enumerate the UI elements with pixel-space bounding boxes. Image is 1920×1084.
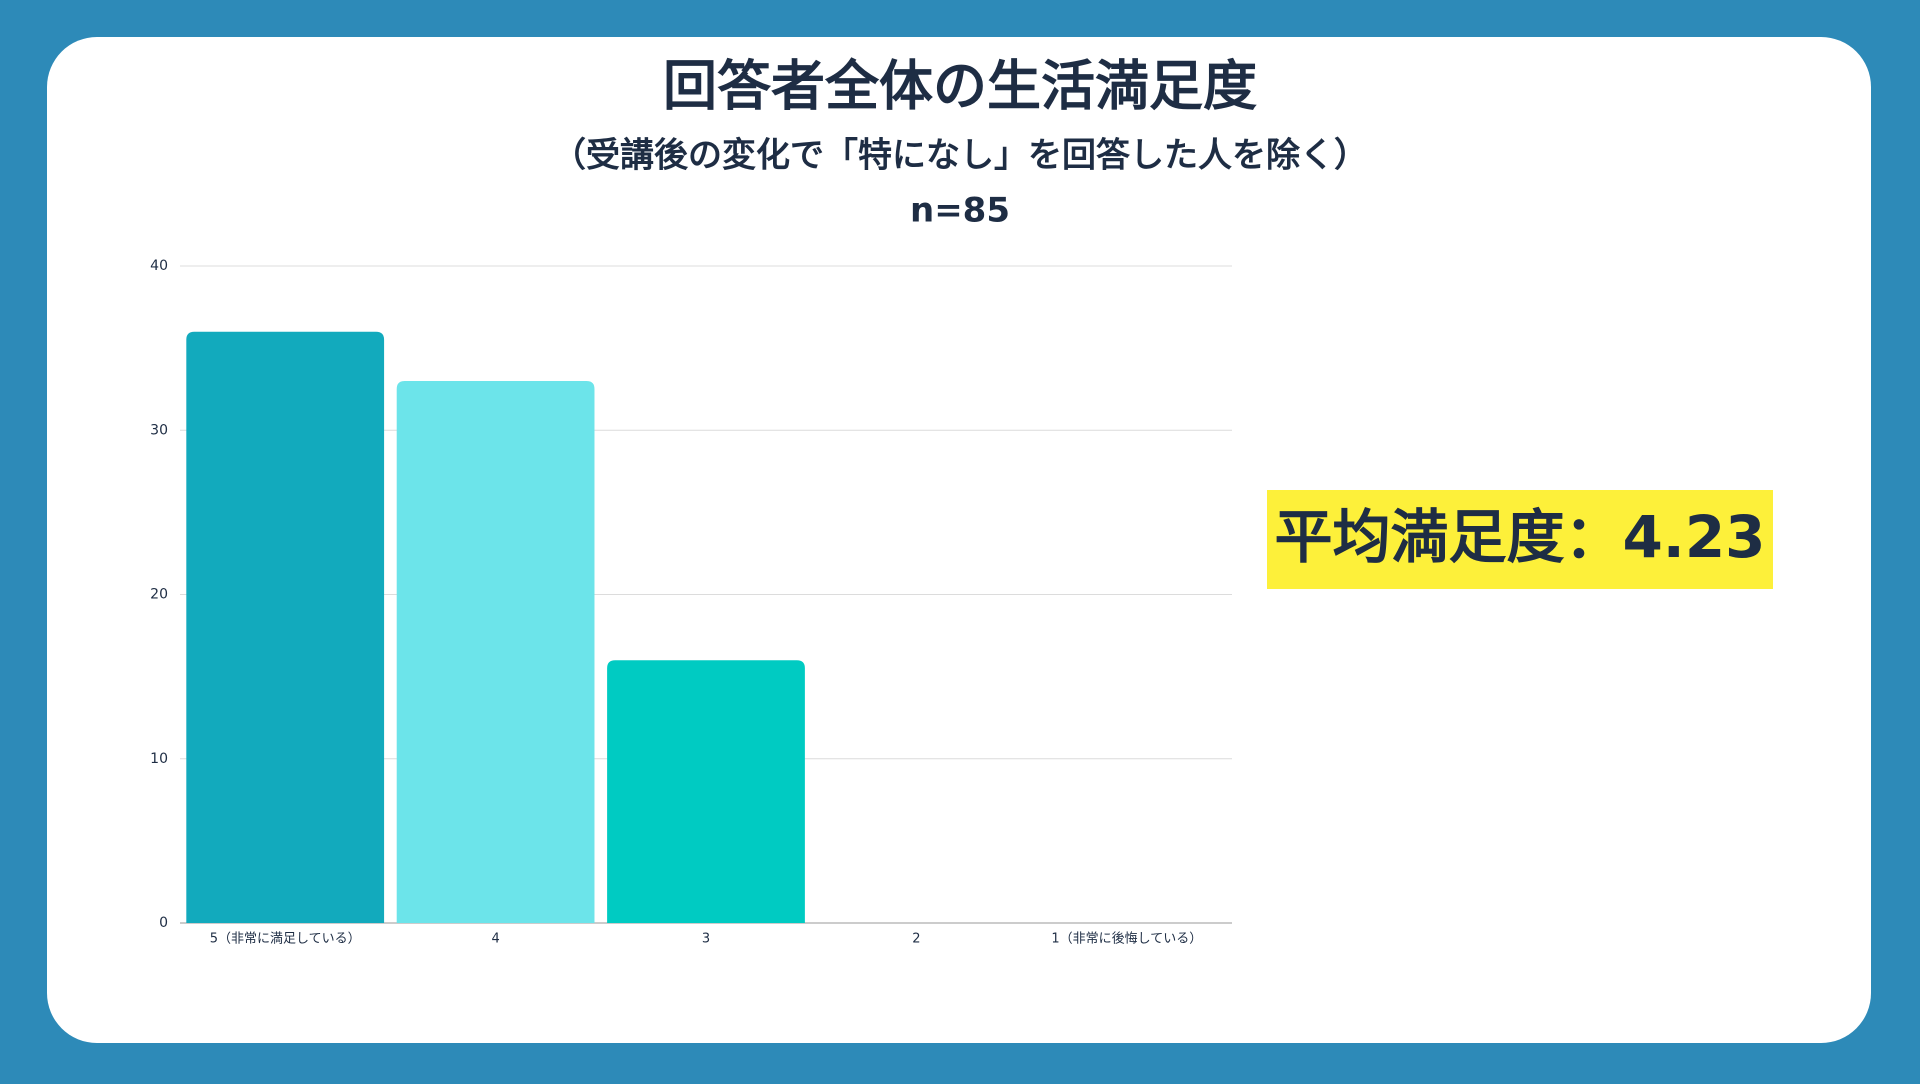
y-tick-label: 30: [150, 422, 168, 438]
y-tick-label: 20: [150, 587, 168, 603]
bar: [396, 380, 595, 924]
x-tick-label: 1（非常に後悔している）: [1051, 932, 1202, 947]
x-tick-label: 4: [491, 932, 499, 947]
bar: [607, 660, 805, 923]
chart-title: 回答者全体の生活満足度: [663, 55, 1257, 118]
sample-size: n=85: [910, 191, 1010, 231]
y-tick-label: 40: [150, 258, 168, 274]
annotation: 平均満足度：4.23: [1274, 503, 1765, 571]
y-tick-label: 0: [159, 915, 168, 931]
annotation-box: [1267, 490, 1773, 589]
chart-subtitle: （受講後の変化で「特になし」を回答した人を除く）: [552, 136, 1368, 176]
bar: [186, 331, 385, 923]
x-tick-label: 5（非常に満足している）: [210, 932, 361, 947]
y-tick-label: 10: [150, 751, 168, 767]
x-tick-label: 2: [912, 932, 920, 947]
x-tick-label: 3: [702, 932, 710, 947]
